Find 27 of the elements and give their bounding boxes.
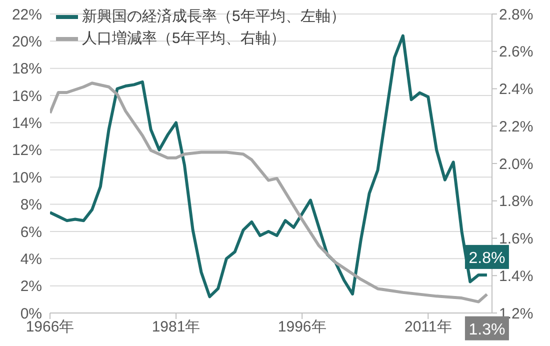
y2-tick-label: 1.4% — [499, 268, 534, 285]
y-tick-label: 2% — [20, 278, 42, 296]
data-label: 2.8% — [468, 250, 506, 267]
y-tick-label: 18% — [12, 60, 42, 78]
y-tick-label: 8% — [20, 196, 42, 214]
x-tick-label: 1981年 — [152, 318, 200, 336]
y-tick-label: 20% — [12, 34, 42, 51]
y-tick-label: 6% — [20, 224, 42, 241]
y-tick-label: 4% — [20, 250, 42, 268]
y-tick-label: 16% — [12, 88, 42, 105]
y2-tick-label: 1.8% — [499, 193, 534, 210]
y2-tick-label: 2.4% — [499, 81, 534, 98]
y2-tick-label: 2.0% — [499, 156, 534, 173]
y-tick-label: 12% — [12, 142, 42, 160]
x-tick-label: 2011年 — [404, 318, 452, 336]
y-tick-label: 10% — [12, 169, 42, 186]
x-tick-label: 1996年 — [278, 318, 326, 336]
legend-label: 人口増減率（5年平均、右軸） — [82, 29, 286, 49]
value-label-box: 1.3% — [464, 316, 509, 340]
legend-label: 新興国の経済成長率（5年平均、左軸） — [82, 7, 346, 27]
y2-tick-label: 2.2% — [499, 118, 534, 136]
y-tick-label: 22% — [12, 6, 42, 24]
y2-tick-label: 2.6% — [499, 44, 534, 61]
y-tick-label: 14% — [12, 115, 42, 132]
y2-tick-label: 2.8% — [499, 6, 534, 24]
data-label: 1.3% — [468, 321, 506, 338]
value-label-box: 2.8% — [464, 244, 509, 269]
